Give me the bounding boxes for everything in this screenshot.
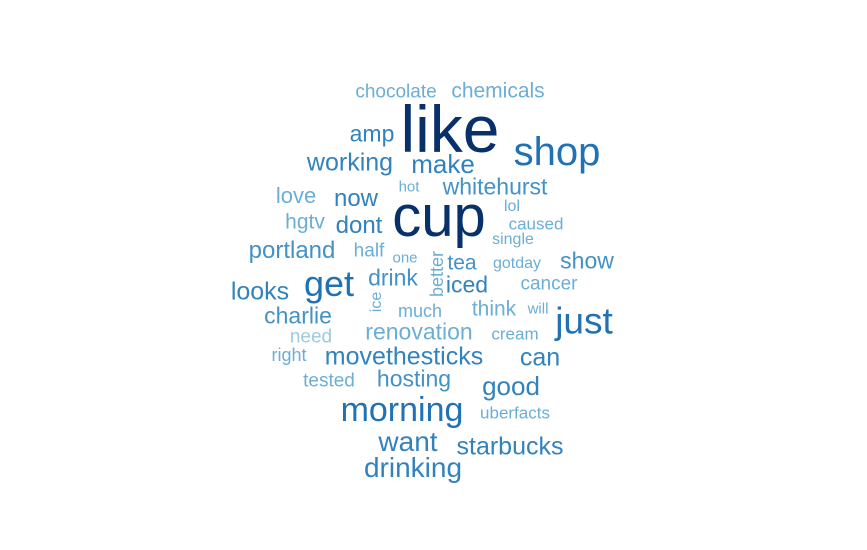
- word-lol: lol: [503, 198, 521, 215]
- word-drinking: drinking: [363, 452, 463, 483]
- word-caused: caused: [508, 214, 564, 234]
- word-can: can: [519, 343, 561, 372]
- word-movethesticks: movethesticks: [324, 342, 484, 371]
- word-drink: drink: [368, 264, 418, 291]
- word-think: think: [471, 297, 517, 321]
- word-love: love: [275, 183, 317, 208]
- word-starbucks: starbucks: [456, 432, 564, 461]
- word-hosting: hosting: [376, 365, 452, 392]
- word-shop: shop: [513, 130, 601, 174]
- word-make: make: [411, 149, 475, 179]
- word-much: much: [397, 301, 443, 321]
- word-hot: hot: [398, 178, 420, 196]
- word-now: now: [333, 185, 379, 212]
- word-portland: portland: [248, 237, 336, 264]
- word-ice: ice: [368, 291, 385, 313]
- word-gotday: gotday: [492, 255, 542, 272]
- word-cancer: cancer: [520, 273, 578, 295]
- word-dont: dont: [335, 212, 383, 239]
- word-want: want: [378, 426, 438, 457]
- word-chemicals: chemicals: [451, 79, 545, 103]
- word-morning: morning: [340, 391, 464, 429]
- word-chocolate: chocolate: [355, 81, 437, 103]
- word-hgtv: hgtv: [285, 210, 325, 234]
- word-working: working: [306, 148, 394, 177]
- word-amp: amp: [349, 120, 395, 147]
- word-iced: iced: [445, 271, 489, 298]
- word-single: single: [492, 231, 534, 248]
- word-renovation: renovation: [365, 318, 473, 345]
- word-will: will: [527, 300, 549, 318]
- word-tested: tested: [303, 370, 355, 392]
- word-uberfacts: uberfacts: [480, 403, 550, 423]
- word-whitehurst: whitehurst: [442, 173, 548, 200]
- word-need: need: [289, 326, 333, 348]
- word-good: good: [482, 371, 540, 401]
- word-like: like: [400, 92, 500, 166]
- word-cream: cream: [491, 324, 539, 344]
- word-just: just: [555, 300, 613, 342]
- word-tea: tea: [447, 251, 477, 275]
- word-right: right: [271, 345, 307, 365]
- word-get: get: [303, 263, 355, 304]
- word-half: half: [353, 240, 385, 262]
- word-one: one: [392, 249, 418, 267]
- word-looks: looks: [230, 277, 290, 306]
- word-cup: cup: [392, 184, 486, 249]
- word-show: show: [560, 247, 614, 274]
- word-charlie: charlie: [264, 302, 332, 329]
- word-better: better: [427, 250, 447, 298]
